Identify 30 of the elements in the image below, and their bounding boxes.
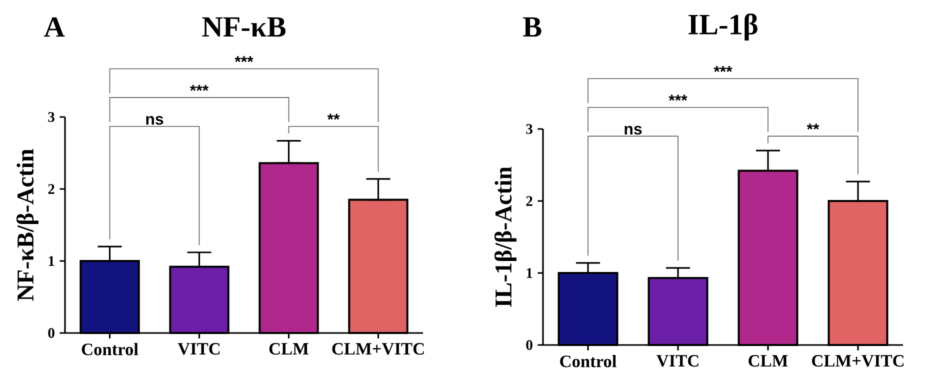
x-tick-label: VITC xyxy=(656,355,698,367)
y-axis-title: NF-κB/β-Actin xyxy=(16,149,38,301)
chart-title: IL-1β xyxy=(688,14,758,40)
text: *** xyxy=(234,56,254,62)
x-tick-label: Control xyxy=(82,343,138,356)
y-tick-label: 0 xyxy=(48,328,54,338)
y-tick-label: 0 xyxy=(526,340,532,350)
text: A xyxy=(44,17,65,37)
annotation: ns xyxy=(146,116,164,125)
x-tick-label: CLM xyxy=(269,343,308,355)
y-tick-label: 3 xyxy=(48,112,54,122)
chart-title: NF-κB xyxy=(202,17,286,37)
y-tick-label: 1 xyxy=(48,256,54,266)
x-tick-label: VITC xyxy=(178,343,220,355)
text: *** xyxy=(668,94,688,101)
text: B xyxy=(523,17,542,37)
x-tick-label: CLM+VITC xyxy=(332,343,424,355)
y-tick-label: 2 xyxy=(48,184,54,194)
text: *** xyxy=(190,84,209,91)
annotation: ** xyxy=(806,124,820,130)
annotation: ** xyxy=(327,114,340,120)
y-tick-label: 3 xyxy=(526,124,532,134)
y-tick-label: 1 xyxy=(526,268,532,278)
text: *** xyxy=(714,66,732,72)
x-tick-label: CLM xyxy=(748,355,788,367)
x-tick-label: Control xyxy=(560,355,616,368)
x-tick-label: CLM+VITC xyxy=(812,355,904,367)
y-tick-label: 2 xyxy=(526,196,532,206)
annotation: ns xyxy=(624,126,642,135)
y-axis-title: IL-1β/β-Actin xyxy=(494,166,516,307)
